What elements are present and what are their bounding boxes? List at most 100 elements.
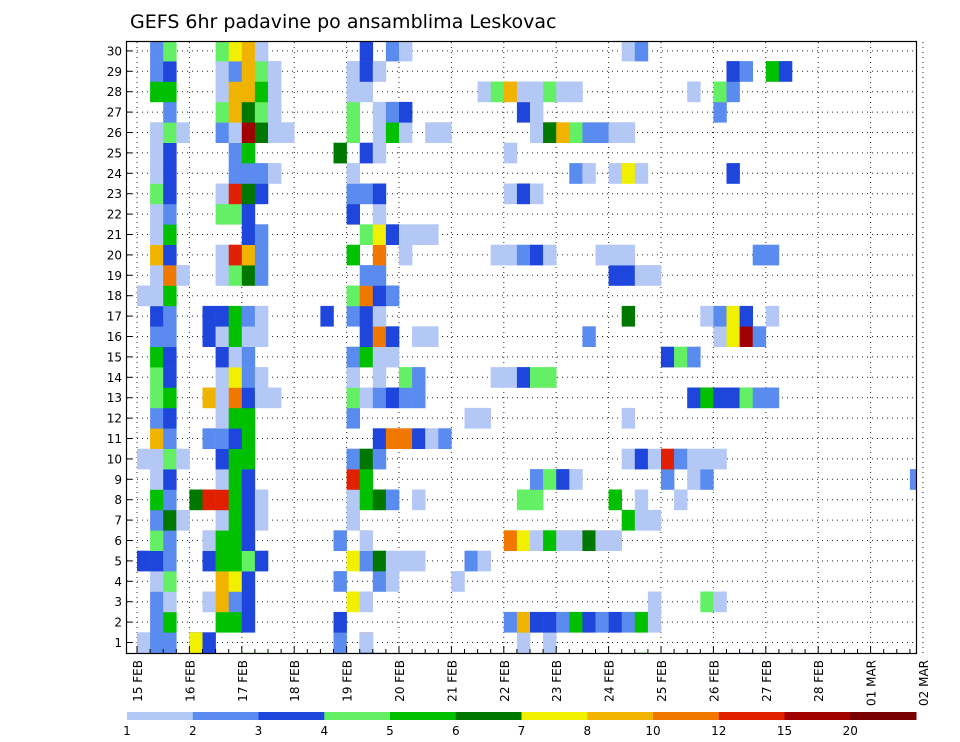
heat-cell bbox=[582, 530, 596, 551]
heat-cell bbox=[346, 550, 360, 572]
heat-cell bbox=[215, 265, 229, 286]
x-tick-label: 01 MAR bbox=[865, 660, 879, 706]
x-tick-label: 20 FEB bbox=[393, 660, 407, 702]
heat-cell bbox=[268, 387, 282, 409]
heat-cell bbox=[241, 591, 256, 613]
heat-cell bbox=[241, 244, 256, 266]
heat-cell bbox=[254, 122, 269, 143]
heat-cell bbox=[241, 163, 256, 184]
cells bbox=[137, 42, 917, 654]
heat-cell bbox=[241, 61, 256, 82]
x-tick-label: 02 MAR bbox=[917, 660, 931, 706]
heat-cell bbox=[359, 142, 374, 164]
heat-cell bbox=[150, 122, 164, 143]
heat-cell bbox=[490, 244, 505, 266]
heat-cell bbox=[359, 326, 374, 347]
heat-cell bbox=[687, 387, 701, 409]
y-tick-label: 16 bbox=[107, 330, 122, 344]
heat-cell bbox=[687, 469, 701, 490]
heat-cell bbox=[713, 305, 727, 327]
heat-cell bbox=[372, 183, 387, 205]
heat-cell bbox=[372, 571, 387, 592]
heat-cell bbox=[215, 428, 229, 449]
y-tick-label: 30 bbox=[107, 44, 122, 58]
heat-cell bbox=[451, 571, 465, 592]
heat-cell bbox=[215, 61, 229, 82]
heat-cell bbox=[163, 489, 177, 511]
heat-cell bbox=[346, 122, 360, 143]
heat-cell bbox=[490, 81, 505, 103]
heat-cell bbox=[359, 591, 374, 613]
heat-cell bbox=[634, 611, 649, 633]
heat-cell bbox=[241, 407, 256, 429]
heat-cell bbox=[202, 632, 216, 653]
legend-swatch bbox=[127, 712, 194, 720]
heat-cell bbox=[163, 203, 177, 225]
heat-cell bbox=[412, 326, 426, 347]
heat-cell bbox=[241, 571, 256, 592]
heat-cell bbox=[503, 81, 518, 103]
y-tick-label: 5 bbox=[114, 554, 122, 568]
heat-cell bbox=[241, 42, 256, 62]
x-tick-label: 25 FEB bbox=[655, 660, 669, 702]
heat-cell bbox=[137, 285, 151, 307]
legend-swatch bbox=[258, 712, 325, 720]
heat-cell bbox=[608, 122, 622, 143]
heat-cell bbox=[254, 224, 269, 245]
heat-cell bbox=[359, 530, 374, 551]
heat-cell bbox=[176, 265, 190, 286]
heat-cell bbox=[228, 387, 243, 409]
heat-cell bbox=[346, 101, 360, 123]
x-tick-label: 27 FEB bbox=[760, 660, 774, 702]
heat-cell bbox=[215, 611, 229, 633]
heat-cell bbox=[202, 550, 216, 572]
y-tick-label: 25 bbox=[107, 146, 122, 160]
legend-swatch bbox=[390, 712, 457, 720]
y-tick-label: 18 bbox=[107, 289, 122, 303]
y-tick-label: 7 bbox=[114, 514, 122, 528]
heat-cell bbox=[516, 101, 531, 123]
legend-level-label: 1 bbox=[123, 724, 131, 738]
heat-cell bbox=[778, 61, 793, 82]
heat-cell bbox=[412, 428, 426, 449]
heat-cell bbox=[228, 571, 243, 592]
heat-cell bbox=[254, 265, 269, 286]
heat-cell bbox=[176, 122, 190, 143]
heat-cell bbox=[412, 387, 426, 409]
heat-cell bbox=[530, 122, 544, 143]
x-tick-label: 16 FEB bbox=[183, 660, 197, 702]
legend-level-label: 4 bbox=[320, 724, 328, 738]
heat-cell bbox=[490, 367, 505, 388]
heat-cell bbox=[202, 591, 216, 613]
legend-swatch bbox=[718, 712, 785, 720]
heat-cell bbox=[137, 550, 151, 572]
heat-cell bbox=[215, 509, 229, 531]
heat-cell bbox=[228, 611, 243, 633]
y-tick-label: 10 bbox=[107, 452, 122, 466]
heat-cell bbox=[359, 81, 374, 103]
heat-cell bbox=[359, 448, 374, 470]
y-tick-label: 1 bbox=[114, 636, 122, 650]
y-tick-label: 15 bbox=[107, 350, 122, 364]
heat-cell bbox=[608, 163, 622, 184]
heat-cell bbox=[765, 244, 780, 266]
heat-cell bbox=[189, 489, 203, 511]
heat-cell bbox=[582, 611, 596, 633]
heat-cell bbox=[215, 305, 229, 327]
heat-cell bbox=[150, 571, 164, 592]
heat-cell bbox=[137, 448, 151, 470]
heat-cell bbox=[700, 448, 714, 470]
heat-cell bbox=[215, 407, 229, 429]
heat-cell bbox=[163, 61, 177, 82]
heat-cell bbox=[359, 346, 374, 368]
heat-cell bbox=[543, 367, 557, 388]
heat-cell bbox=[228, 469, 243, 490]
heat-cell bbox=[647, 611, 662, 633]
heat-cell bbox=[346, 163, 360, 184]
heat-cell bbox=[713, 591, 727, 613]
heat-cell bbox=[372, 305, 387, 327]
heat-cell bbox=[228, 265, 243, 286]
heat-cell bbox=[359, 285, 374, 307]
heat-cell bbox=[241, 530, 256, 551]
